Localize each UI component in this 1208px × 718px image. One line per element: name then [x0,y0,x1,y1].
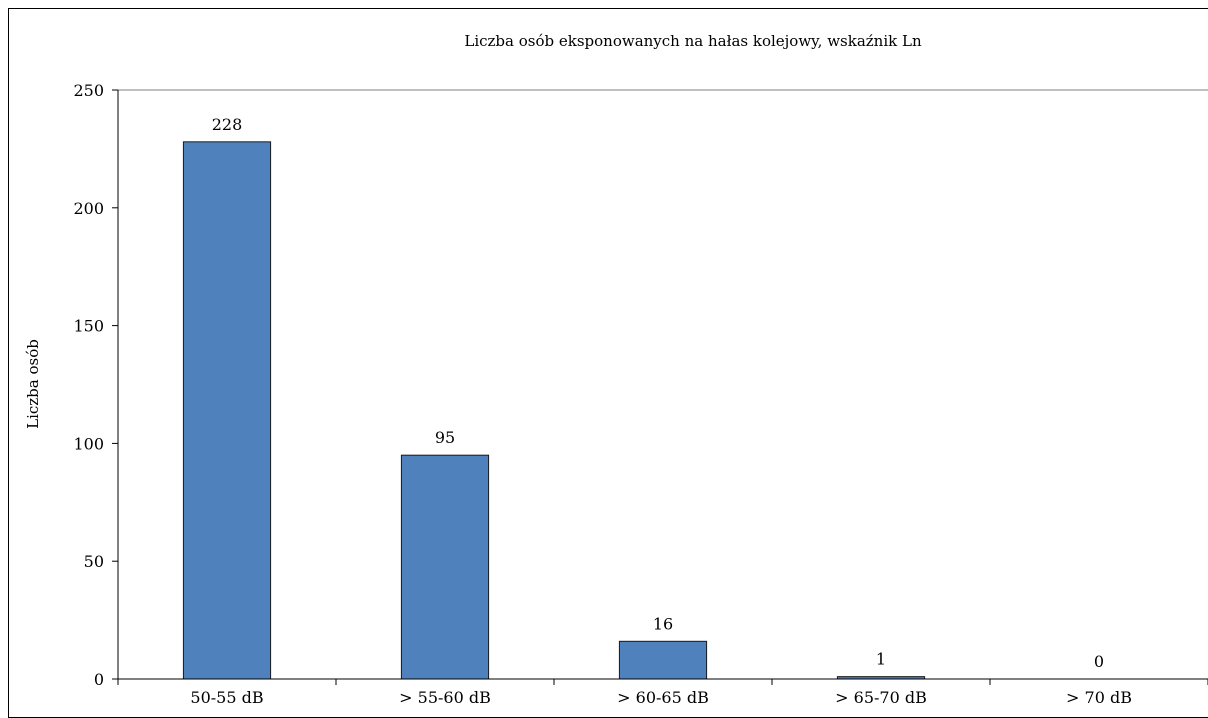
x-axis-ticks: 50-55 dB > 55-60 dB > 60-65 dB > 65-70 dB > … [117,679,1208,707]
bar [182,141,272,680]
bar [618,640,708,680]
x-tick-label: > 65-70 dB [835,688,927,707]
x-tick-label: > 60-65 dB [617,688,709,707]
data-label: 0 [1094,652,1104,671]
y-axis-ticks: 0 50 100 150 200 250 [73,81,118,689]
x-tick-label: > 70 dB [1066,688,1132,707]
y-tick-label: 200 [73,199,104,218]
data-label: 228 [212,115,243,134]
x-tick-label: > 55-60 dB [399,688,491,707]
data-labels: 228 95 16 1 0 [212,115,1104,671]
x-tick-label: 50-55 dB [190,688,263,707]
y-axis-label: Liczba osób [24,339,42,429]
bar [400,454,490,680]
chart-title: Liczba osób eksponowanych na hałas kolej… [464,32,922,50]
data-label: 16 [653,614,673,633]
y-tick-label: 250 [73,81,104,100]
y-tick-label: 50 [84,552,104,571]
bars [182,141,926,680]
y-tick-label: 150 [73,317,104,336]
y-tick-label: 100 [73,434,104,453]
data-label: 95 [435,428,455,447]
y-tick-label: 0 [94,670,104,689]
data-label: 1 [876,650,886,669]
